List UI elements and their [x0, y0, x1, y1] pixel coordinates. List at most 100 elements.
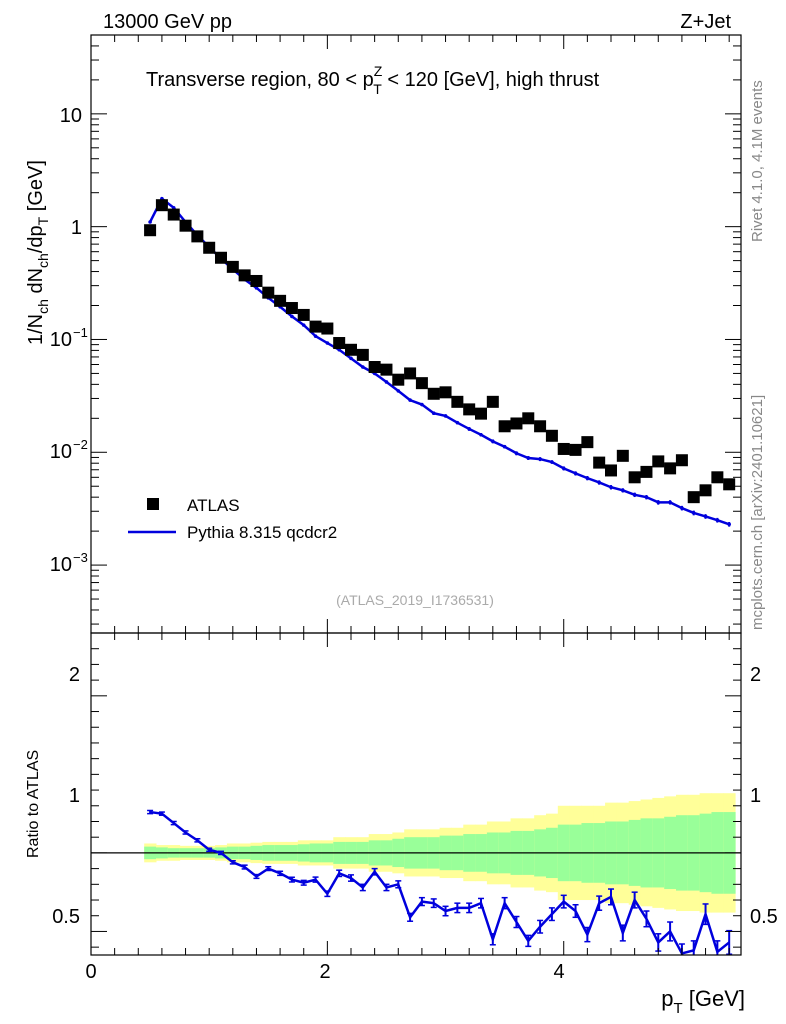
rivet-label: Rivet 4.1.0, 4.1M events — [749, 80, 766, 242]
axes-frames — [90, 34, 742, 956]
data-point — [144, 224, 157, 237]
ratio-ytick-right-2: 2 — [750, 664, 761, 686]
data-point — [392, 373, 405, 386]
mc-point — [715, 518, 720, 522]
legend: ATLAS Pythia 8.315 qcdcr2 — [128, 496, 337, 542]
data-point — [675, 454, 688, 467]
mc-point — [656, 500, 661, 505]
mc-point — [479, 432, 483, 437]
mc-point — [361, 365, 365, 369]
mc-point — [502, 444, 507, 449]
data-point — [309, 320, 322, 333]
data-point — [498, 420, 511, 433]
main-title-tail: < 120 [GeV], high thrust — [382, 69, 600, 91]
ylabel-b: dN — [25, 268, 47, 299]
analysis-watermark: (ATLAS_2019_I1736531) — [336, 592, 494, 608]
data-point — [581, 436, 594, 449]
mc-point — [455, 420, 460, 425]
ratio-ytick-right-1: 1 — [750, 785, 761, 807]
data-point — [463, 403, 476, 416]
mc-point — [396, 389, 401, 393]
ytick-1e-2-exp: −2 — [73, 437, 88, 452]
data-point — [723, 478, 736, 491]
mc-point — [526, 456, 531, 460]
data-point — [475, 407, 487, 420]
mc-point — [550, 460, 554, 464]
ratio-ytick-0.5: 0.5 — [52, 906, 80, 928]
ylabel-sub2: ch — [35, 253, 51, 268]
data-point — [238, 269, 251, 282]
mc-point — [680, 506, 684, 510]
data-point — [486, 395, 499, 408]
data-point — [250, 274, 263, 287]
data-point — [167, 208, 180, 221]
data-point — [545, 429, 558, 442]
data-point — [155, 199, 168, 212]
data-point — [510, 417, 523, 430]
data-point — [699, 484, 712, 497]
data-point — [593, 456, 606, 469]
data-point — [380, 363, 393, 376]
ytick-1e-1: 10 — [50, 329, 72, 351]
ylabel-sub1: ch — [35, 299, 51, 314]
data-point — [345, 343, 357, 356]
mc-point — [313, 334, 318, 338]
main-title: Transverse region, 80 < pZ T < 120 [GeV],… — [146, 63, 600, 97]
data-series — [144, 199, 736, 504]
mc-point — [621, 488, 625, 493]
ylabel-a: 1/N — [25, 314, 47, 345]
data-point — [203, 241, 216, 254]
main-title-sup: Z — [374, 63, 383, 79]
data-point — [522, 412, 535, 425]
data-point — [215, 251, 227, 264]
data-point — [640, 465, 653, 478]
xtick-2: 2 — [319, 961, 330, 983]
mc-point — [585, 476, 590, 480]
data-point — [534, 420, 547, 433]
main-title-text: Transverse region, 80 < p — [146, 69, 374, 91]
mc-point — [467, 427, 471, 431]
mc-point — [691, 511, 696, 515]
data-point — [569, 443, 582, 456]
xtick-4: 4 — [553, 961, 564, 983]
data-point — [321, 322, 334, 335]
xtick-0: 0 — [85, 961, 96, 983]
legend-data-marker — [147, 498, 159, 510]
data-point — [628, 471, 641, 484]
legend-data-label: ATLAS — [187, 496, 240, 515]
mc-point — [290, 314, 294, 319]
mc-point — [148, 220, 152, 224]
ratio-frame — [90, 632, 742, 956]
data-point — [415, 377, 428, 390]
mc-point — [668, 500, 672, 505]
mc-point — [349, 356, 353, 361]
ratio-ytick-2: 2 — [69, 664, 80, 686]
ytick-1e-2: 10 — [50, 441, 72, 463]
ytick-1e-1-exp: −1 — [73, 325, 88, 340]
mc-point — [514, 451, 519, 456]
data-point — [616, 449, 629, 462]
mc-point — [408, 398, 412, 402]
ratio-ytick-1: 1 — [69, 785, 80, 807]
legend-mc-label: Pythia 8.315 qcdcr2 — [187, 523, 337, 542]
header-right: Z+Jet — [680, 11, 731, 33]
mc-point — [301, 323, 306, 327]
ytick-1e-3: 10 — [50, 554, 72, 576]
data-point — [191, 230, 204, 243]
ytick-1: 1 — [71, 217, 82, 239]
mc-point — [491, 439, 495, 444]
data-point — [226, 260, 239, 273]
ylabel-sub3: T — [35, 216, 51, 225]
data-point — [297, 308, 310, 321]
ytick-1e-3-exp: −3 — [73, 550, 88, 565]
x-axis-label: pT [GeV] — [661, 986, 745, 1017]
mc-point — [597, 480, 601, 485]
mc-point — [384, 380, 389, 384]
mc-point — [609, 485, 613, 490]
data-point — [368, 361, 381, 374]
mc-point — [325, 341, 330, 345]
mc-point — [703, 514, 708, 519]
mc-point — [632, 492, 637, 497]
data-point — [664, 462, 677, 475]
header-left: 13000 GeV pp — [103, 11, 232, 33]
